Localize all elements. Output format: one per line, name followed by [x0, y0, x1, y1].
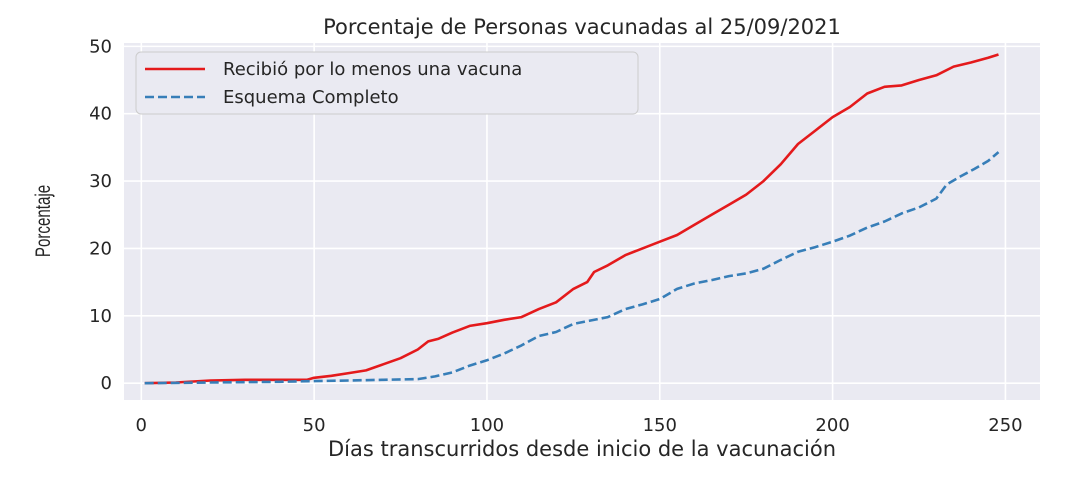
x-axis-label: Días transcurridos desde inicio de la va… — [328, 437, 836, 461]
x-tick-labels: 0 50 100 150 200 250 — [136, 415, 1023, 436]
series-line-recibio — [144, 53, 999, 385]
y-tick-labels: 0 10 20 30 40 50 — [89, 36, 112, 394]
y-tick-label: 50 — [89, 36, 112, 57]
y-tick-label: 0 — [101, 373, 112, 394]
x-tick-label: 250 — [988, 415, 1022, 436]
y-axis-label: Porcentaje — [30, 185, 54, 257]
x-tick-label: 100 — [470, 415, 504, 436]
x-tick-label: 150 — [643, 415, 677, 436]
x-tick-label: 200 — [815, 415, 849, 436]
chart-title: Porcentaje de Personas vacunadas al 25/0… — [323, 15, 841, 39]
series-lines — [144, 53, 1000, 385]
x-tick-label: 50 — [303, 415, 326, 436]
legend: Recibió por lo menos una vacuna Esquema … — [135, 51, 639, 115]
series-line-esquema — [144, 151, 1000, 385]
x-tick-label: 0 — [136, 415, 147, 436]
legend-box — [135, 51, 639, 115]
legend-label-esquema: Esquema Completo — [223, 87, 399, 108]
y-tick-label: 20 — [89, 238, 112, 259]
y-tick-label: 10 — [89, 306, 112, 327]
legend-label-recibio: Recibió por lo menos una vacuna — [223, 59, 522, 80]
y-tick-label: 30 — [89, 171, 112, 192]
y-tick-label: 40 — [89, 104, 112, 125]
